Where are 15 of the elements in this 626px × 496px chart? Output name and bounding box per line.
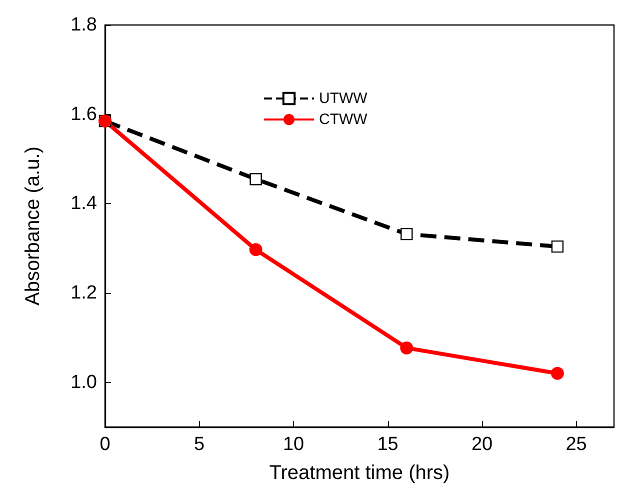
- y-axis-title: Absorbance (a.u.): [22, 146, 44, 306]
- legend-label: UTWW: [319, 90, 368, 107]
- x-axis-title: Treatment time (hrs): [269, 462, 450, 484]
- x-tick-label: 15: [377, 434, 398, 455]
- x-tick-label: 20: [471, 434, 493, 455]
- y-tick-label: 1.4: [70, 193, 98, 214]
- legend-label: CTWW: [319, 111, 368, 128]
- x-tick-label: 0: [100, 434, 110, 455]
- x-tick-label: 5: [194, 434, 205, 455]
- x-tick-label: 10: [282, 434, 304, 455]
- y-tick-label: 1.2: [70, 282, 97, 304]
- y-tick-label: 1.0: [70, 372, 97, 393]
- y-tick-label: 1.6: [70, 104, 97, 125]
- x-tick-label: 25: [566, 434, 587, 455]
- y-tick-label: 1.8: [70, 14, 97, 36]
